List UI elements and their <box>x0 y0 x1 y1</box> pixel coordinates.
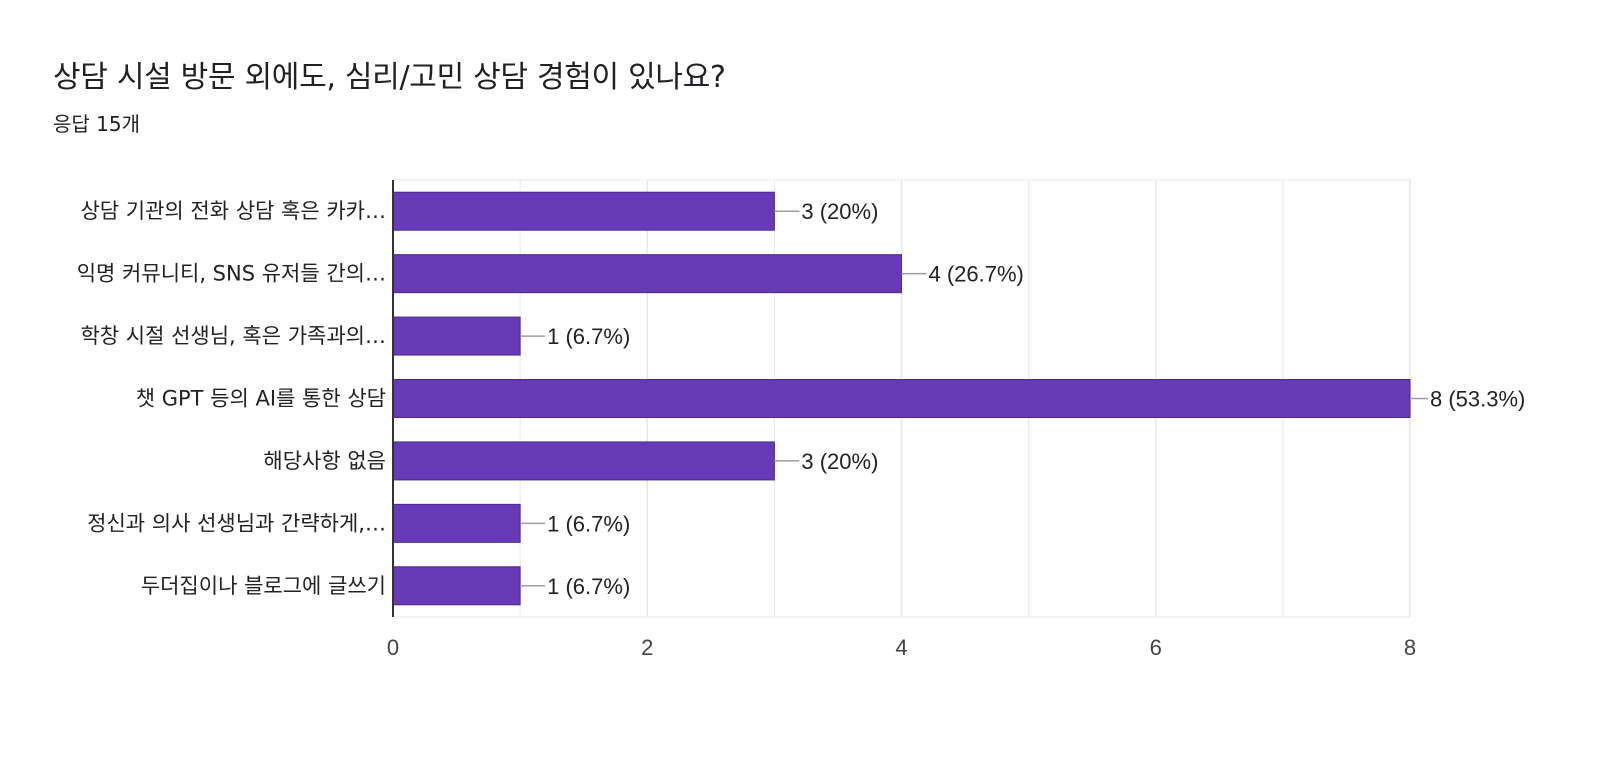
response-count: 응답 15개 <box>53 112 141 136</box>
category-label: 해당사항 없음 <box>263 449 386 473</box>
bar[interactable] <box>392 316 521 356</box>
bar[interactable] <box>392 254 902 294</box>
category-label: 정신과 의사 선생님과 간략하게,… <box>87 511 386 535</box>
value-label: 8 (53.3%) <box>1430 387 1525 412</box>
category-label: 상담 기관의 전화 상담 혹은 카카… <box>80 199 386 223</box>
category-label: 익명 커뮤니티, SNS 유저들 간의… <box>77 262 386 286</box>
x-tick-label: 2 <box>641 635 653 660</box>
category-label: 챗 GPT 등의 AI를 통한 상담 <box>136 387 386 411</box>
value-label: 1 (6.7%) <box>547 574 630 599</box>
value-label: 3 (20%) <box>801 449 878 474</box>
x-tick-label: 6 <box>1150 635 1162 660</box>
value-label: 4 (26.7%) <box>929 262 1024 287</box>
value-label: 1 (6.7%) <box>547 324 630 349</box>
bar[interactable] <box>392 503 521 543</box>
category-label: 두더집이나 블로그에 글쓰기 <box>141 574 386 598</box>
x-tick-label: 0 <box>387 635 399 660</box>
x-tick-label: 8 <box>1404 635 1416 660</box>
x-tick-label: 4 <box>895 635 907 660</box>
bar[interactable] <box>392 379 1411 418</box>
value-label: 1 (6.7%) <box>547 511 630 536</box>
category-label: 학창 시절 선생님, 혹은 가족과의… <box>80 324 386 348</box>
bar[interactable] <box>392 441 775 481</box>
bar[interactable] <box>392 191 775 231</box>
bar[interactable] <box>392 566 521 606</box>
value-label: 3 (20%) <box>801 199 878 224</box>
question-title: 상담 시설 방문 외에도, 심리/고민 상담 경험이 있나요? <box>53 60 726 95</box>
